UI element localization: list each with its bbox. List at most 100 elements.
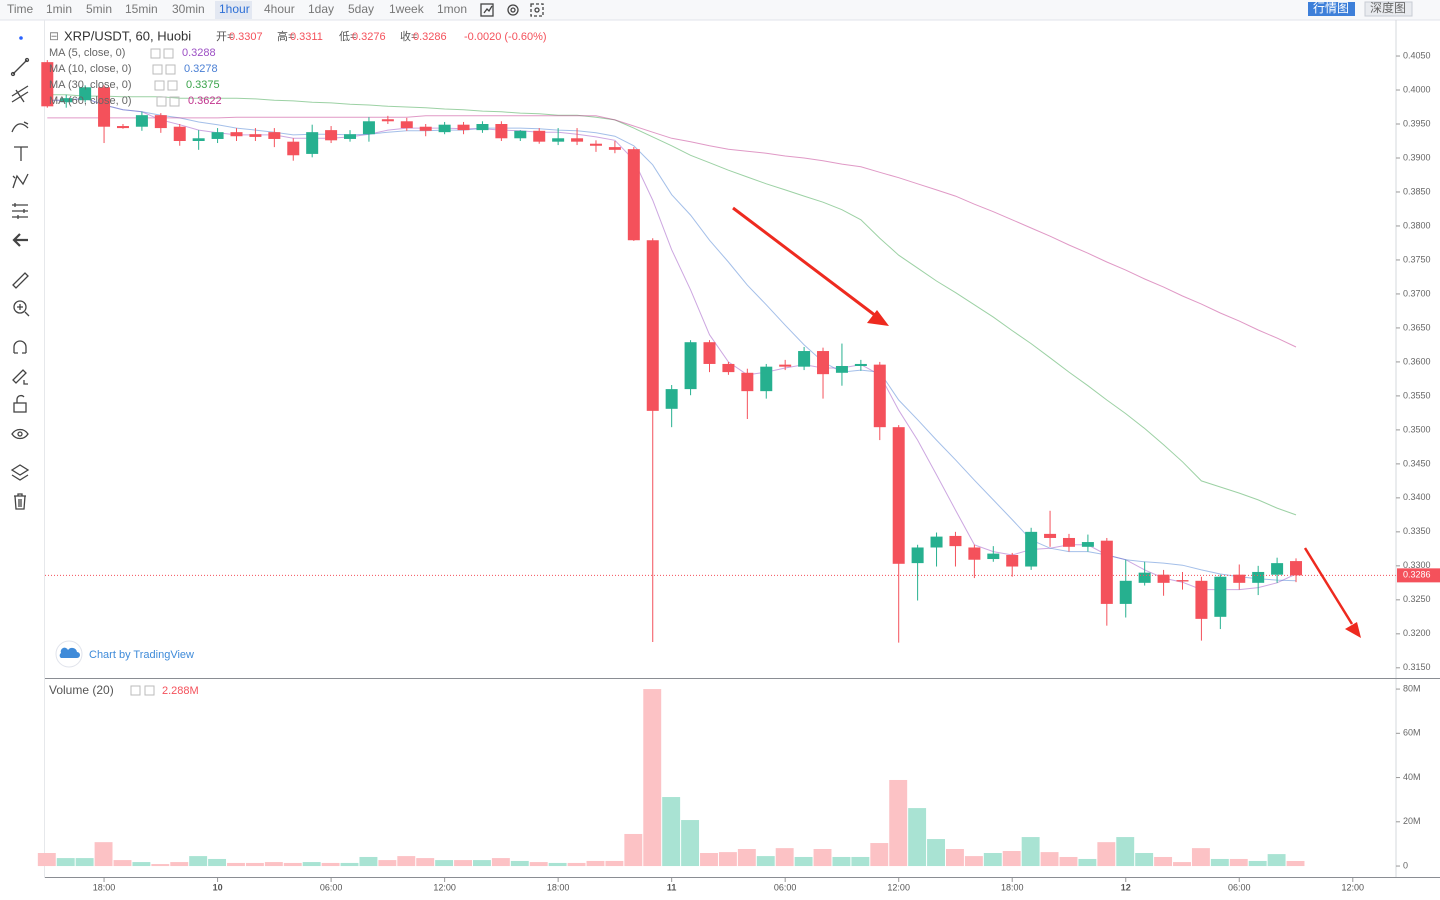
price-tick-label: 0.4000 bbox=[1403, 84, 1431, 94]
ma-line bbox=[47, 97, 1297, 591]
candle-body bbox=[911, 547, 924, 564]
view-label[interactable]: 行情图 bbox=[1313, 1, 1349, 15]
volume-bar bbox=[113, 860, 132, 867]
interval-button[interactable]: 1day bbox=[308, 2, 334, 16]
candle-body bbox=[306, 132, 319, 154]
volume-bar bbox=[56, 858, 75, 867]
interval-button[interactable]: 4hour bbox=[264, 2, 295, 16]
volume-bar bbox=[1059, 856, 1078, 867]
collapse-icon[interactable]: ⊟ bbox=[49, 29, 59, 43]
time-tick-label: 12:00 bbox=[887, 882, 910, 892]
candle bbox=[268, 128, 281, 148]
legend-icon[interactable] bbox=[150, 48, 161, 59]
candle bbox=[968, 544, 981, 579]
candle bbox=[230, 128, 243, 141]
volume-bar bbox=[832, 856, 851, 867]
interval-button[interactable]: 5min bbox=[86, 2, 112, 16]
volume-bar bbox=[1097, 842, 1116, 867]
candle bbox=[1252, 565, 1265, 596]
volume-bar bbox=[700, 852, 718, 867]
time-tick-label: 18:00 bbox=[93, 882, 116, 892]
volume-bar bbox=[1154, 856, 1173, 867]
candle bbox=[854, 359, 867, 371]
candle-body bbox=[287, 141, 300, 156]
candle-body bbox=[949, 535, 962, 547]
volume-bar bbox=[756, 856, 775, 867]
candle-body bbox=[1233, 574, 1246, 583]
price-tick-label: 0.3750 bbox=[1403, 254, 1431, 264]
legend-icon[interactable] bbox=[152, 64, 163, 75]
candle bbox=[571, 128, 584, 146]
legend-icon[interactable] bbox=[167, 80, 178, 91]
price-tick-label: 0.3250 bbox=[1403, 594, 1431, 604]
volume-bar bbox=[870, 843, 889, 867]
price-tick-label: 0.4050 bbox=[1403, 50, 1431, 60]
price-tick-label: 0.3800 bbox=[1403, 220, 1431, 230]
time-tick-label: 12:00 bbox=[433, 882, 456, 892]
price-tick-label: 0.3550 bbox=[1403, 390, 1431, 400]
volume-bar bbox=[1248, 860, 1267, 867]
candle-body bbox=[98, 87, 111, 127]
candle bbox=[1138, 561, 1151, 586]
interval-button[interactable]: 1mon bbox=[437, 2, 467, 16]
legend-name: MA (60, close, 0) bbox=[49, 95, 132, 107]
volume-bar bbox=[151, 864, 170, 867]
time-tick-label: 18:00 bbox=[1001, 882, 1024, 892]
legend-icon[interactable] bbox=[144, 685, 155, 696]
price-tick-label: 0.3450 bbox=[1403, 458, 1431, 468]
candle bbox=[98, 85, 111, 144]
candle-body bbox=[892, 427, 905, 564]
volume-bar bbox=[208, 858, 227, 867]
volume-bar bbox=[624, 833, 643, 867]
legend-icon[interactable] bbox=[156, 96, 167, 107]
volume-bar bbox=[435, 860, 454, 867]
candle-body bbox=[854, 363, 867, 366]
candle bbox=[438, 121, 451, 135]
candle bbox=[362, 117, 375, 142]
interval-button[interactable]: 15min bbox=[125, 2, 158, 16]
legend-icon[interactable] bbox=[154, 80, 165, 91]
time-tick-label: 11 bbox=[667, 882, 677, 892]
candle bbox=[798, 346, 811, 371]
legend-icon[interactable] bbox=[130, 685, 141, 696]
legend-icon[interactable] bbox=[169, 96, 180, 107]
legend-icon[interactable] bbox=[165, 64, 176, 75]
candle-body bbox=[381, 119, 394, 122]
ohlc-value: 0.3311 bbox=[290, 31, 323, 43]
volume-bar bbox=[94, 842, 113, 867]
volume-bar bbox=[397, 856, 416, 867]
candle bbox=[154, 113, 167, 133]
candle bbox=[1271, 557, 1284, 583]
interval-button[interactable]: 1week bbox=[389, 2, 425, 16]
candle bbox=[1290, 558, 1303, 583]
interval-button[interactable]: 5day bbox=[348, 2, 374, 16]
price-tick-label: 0.3950 bbox=[1403, 118, 1431, 128]
candle-body bbox=[1195, 580, 1208, 619]
candle-body bbox=[1252, 571, 1265, 583]
candle-body bbox=[589, 143, 602, 146]
price-tick-label: 0.3300 bbox=[1403, 560, 1431, 570]
interval-button[interactable]: 1min bbox=[46, 2, 72, 16]
legend-value: 0.3622 bbox=[188, 95, 222, 107]
volume-bar bbox=[454, 860, 472, 867]
view-button-active[interactable] bbox=[1308, 2, 1355, 16]
candle-body bbox=[1100, 540, 1113, 604]
ohlc-key: 低= bbox=[339, 30, 356, 43]
candle bbox=[419, 124, 432, 137]
candle-body bbox=[344, 134, 357, 139]
candle-body bbox=[230, 132, 243, 137]
view-button[interactable] bbox=[1364, 1, 1413, 17]
interval-button[interactable]: 1hour bbox=[219, 2, 250, 16]
candle bbox=[287, 138, 300, 161]
legend-name: MA (5, close, 0) bbox=[49, 47, 125, 59]
volume-bar bbox=[1286, 860, 1305, 867]
interval-button[interactable]: 30min bbox=[172, 2, 205, 16]
toolbar-icons bbox=[480, 3, 544, 17]
view-label[interactable]: 深度图 bbox=[1370, 0, 1406, 15]
volume-bar bbox=[1021, 837, 1040, 867]
candle bbox=[79, 85, 92, 103]
candle-body bbox=[1062, 537, 1075, 547]
candle-body bbox=[1081, 542, 1094, 547]
interval-button[interactable]: Time bbox=[7, 2, 34, 16]
legend-icon[interactable] bbox=[163, 48, 174, 59]
